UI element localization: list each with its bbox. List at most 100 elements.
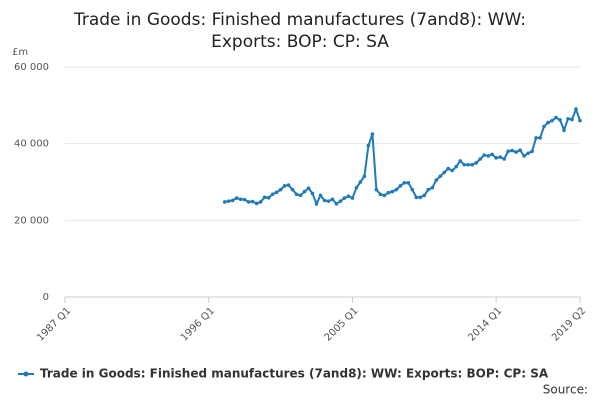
data-point xyxy=(234,196,239,200)
data-point xyxy=(538,136,542,140)
data-point xyxy=(358,180,363,184)
data-point xyxy=(510,148,514,153)
data-point xyxy=(546,120,550,125)
data-point xyxy=(246,200,251,204)
data-point xyxy=(450,168,455,173)
data-point xyxy=(238,197,243,202)
data-point xyxy=(386,190,391,195)
data-point xyxy=(474,161,479,165)
y-axis-label: £m xyxy=(12,47,28,58)
data-point xyxy=(542,124,546,129)
data-point xyxy=(454,164,459,169)
data-point xyxy=(406,180,411,185)
data-point xyxy=(302,189,307,194)
data-point xyxy=(462,162,467,167)
data-point xyxy=(314,202,319,206)
data-point xyxy=(478,157,482,161)
data-point xyxy=(330,197,335,202)
legend-label: Trade in Goods: Finished manufactures (7… xyxy=(40,367,549,381)
data-point xyxy=(566,116,570,121)
data-point xyxy=(498,155,502,159)
chart-title: Trade in Goods: Finished manufactures (7… xyxy=(73,10,526,52)
x-tick-label: 2005 Q1 xyxy=(323,305,361,343)
data-point xyxy=(298,193,303,198)
data-point xyxy=(342,196,347,200)
data-point xyxy=(506,149,510,154)
data-point xyxy=(354,185,359,190)
y-tick-label: 0 xyxy=(43,292,49,303)
data-point xyxy=(490,152,494,157)
data-point xyxy=(422,193,427,198)
data-point xyxy=(286,183,291,187)
legend-dot xyxy=(23,371,29,377)
data-point xyxy=(390,189,395,194)
x-tick-label: 1987 Q1 xyxy=(35,305,73,343)
data-point xyxy=(534,136,538,140)
data-point xyxy=(266,195,271,200)
data-point xyxy=(274,190,279,195)
data-point xyxy=(306,186,311,190)
data-point xyxy=(262,195,267,200)
data-point xyxy=(282,184,287,188)
data-point xyxy=(362,174,367,179)
data-point xyxy=(522,154,526,158)
data-point xyxy=(414,195,419,200)
data-line xyxy=(224,106,581,207)
data-point xyxy=(294,192,299,197)
data-point xyxy=(554,115,558,120)
data-point xyxy=(270,192,275,197)
data-point xyxy=(410,187,415,192)
data-point xyxy=(402,180,407,185)
data-point xyxy=(494,156,498,160)
data-point xyxy=(334,202,339,206)
data-point xyxy=(514,150,518,154)
data-point xyxy=(278,187,283,192)
data-point xyxy=(574,107,578,111)
data-point xyxy=(578,118,582,123)
data-point xyxy=(338,199,343,203)
data-point xyxy=(562,128,566,133)
y-tick-label: 40 000 xyxy=(14,139,49,150)
data-point xyxy=(482,153,486,157)
data-point xyxy=(370,132,375,136)
data-point xyxy=(322,198,327,203)
x-tick-label: 1996 Q1 xyxy=(179,305,217,343)
data-point xyxy=(290,187,295,192)
data-point xyxy=(346,194,351,198)
source: Source: xyxy=(543,383,588,397)
x-tick-label: 2019 Q2 xyxy=(550,305,588,343)
data-point xyxy=(310,191,315,196)
data-point xyxy=(378,192,383,197)
data-point xyxy=(558,118,562,122)
data-point xyxy=(242,197,247,202)
data-point xyxy=(258,200,263,204)
y-tick-label: 60 000 xyxy=(14,62,49,73)
data-point xyxy=(366,143,371,148)
data-point xyxy=(458,159,463,163)
data-point xyxy=(570,117,574,122)
data-point xyxy=(226,199,231,203)
data-point xyxy=(250,199,255,204)
data-point xyxy=(418,195,423,200)
data-point xyxy=(398,184,403,188)
data-point xyxy=(434,178,439,182)
data-point xyxy=(230,198,235,203)
data-point xyxy=(350,196,355,200)
data-point xyxy=(326,199,331,203)
data-point xyxy=(394,187,399,192)
data-point xyxy=(502,157,506,161)
data-point xyxy=(442,170,447,175)
data-point xyxy=(550,118,554,123)
data-point xyxy=(382,193,387,198)
data-point xyxy=(526,151,530,156)
data-point xyxy=(470,162,475,167)
data-point xyxy=(446,166,451,171)
data-point xyxy=(466,162,471,167)
data-point xyxy=(254,201,259,206)
y-tick-label: 20 000 xyxy=(14,215,49,226)
data-point xyxy=(530,149,534,154)
data-point xyxy=(438,174,443,179)
data-point xyxy=(430,185,435,190)
data-point xyxy=(426,187,431,192)
